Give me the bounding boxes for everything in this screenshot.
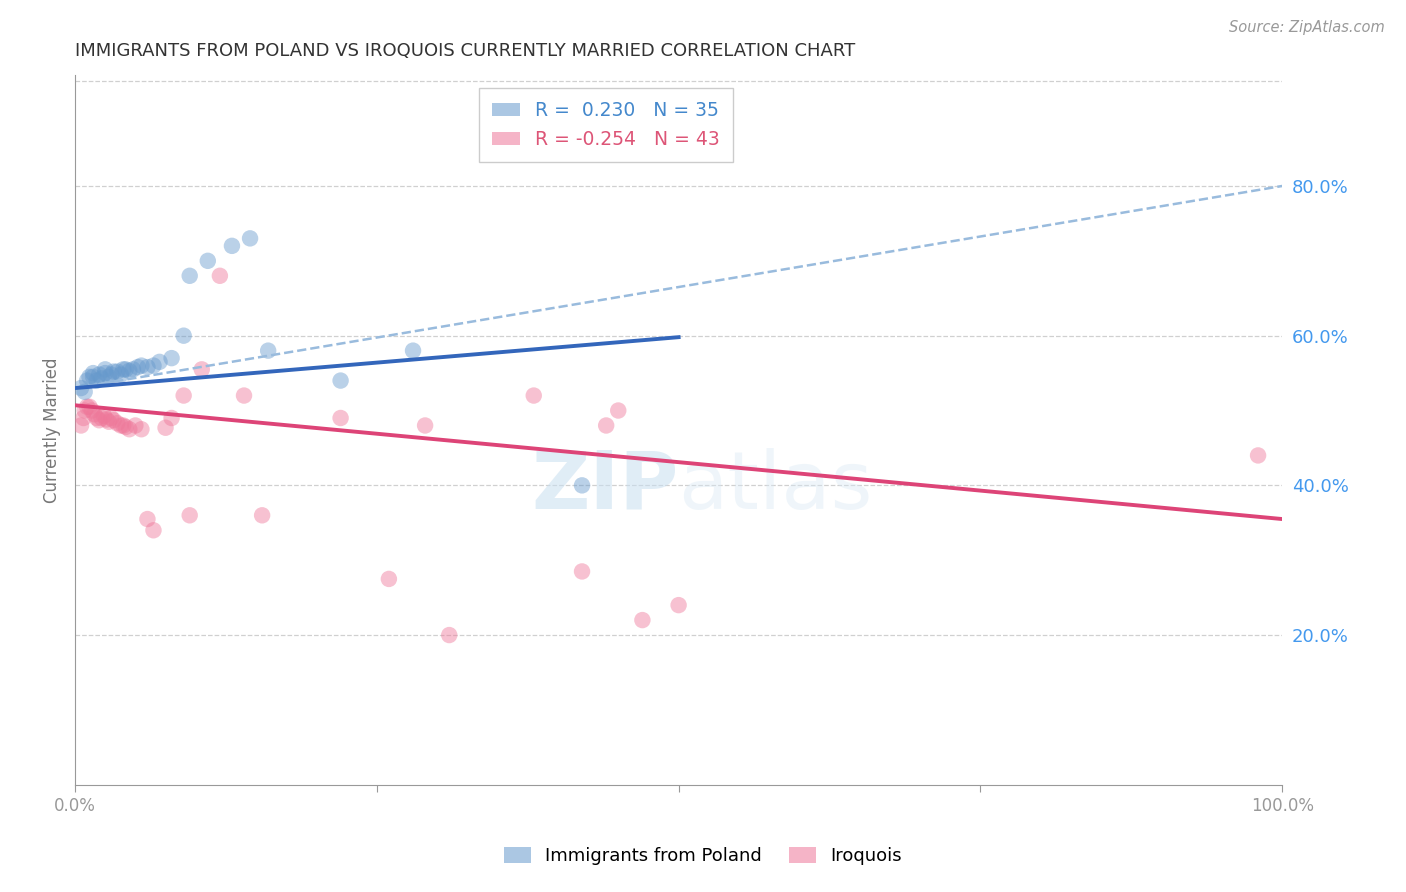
Point [122,362,145,376]
Point [631,613,654,627]
Point [191,362,214,376]
Point [142,359,165,373]
Legend: R =  0.230   N = 35, R = -0.254   N = 43: R = 0.230 N = 35, R = -0.254 N = 43 [479,88,734,161]
Point [76,374,98,388]
Point [179,508,201,523]
Point [82,366,104,380]
Point [70,418,93,433]
Point [83,407,105,421]
Point [197,253,219,268]
Point [110,368,132,382]
Point [86,411,108,425]
Point [208,268,231,283]
Point [89,368,111,382]
Point [179,268,201,283]
Point [97,415,120,429]
Point [173,388,195,402]
Text: atlas: atlas [679,448,873,525]
Point [76,400,98,414]
Point [329,374,352,388]
Point [329,411,352,425]
Point [257,343,280,358]
Point [173,328,195,343]
Point [233,388,256,402]
Point [73,384,96,399]
Point [100,368,122,382]
Point [114,420,136,434]
Point [90,411,112,425]
Point [607,403,630,417]
Point [124,418,146,433]
Point [136,360,159,375]
Point [378,572,401,586]
Point [239,231,262,245]
Point [80,403,103,417]
Point [90,371,112,385]
Text: ZIP: ZIP [531,448,679,525]
Point [571,478,593,492]
Point [89,413,111,427]
Y-axis label: Currently Married: Currently Married [44,357,60,503]
Point [250,508,273,523]
Point [160,351,183,365]
Text: Source: ZipAtlas.com: Source: ZipAtlas.com [1229,20,1385,35]
Point [571,565,593,579]
Point [595,418,617,433]
Point [523,388,546,402]
Point [79,369,101,384]
Point [413,418,436,433]
Point [221,239,243,253]
Point [72,411,94,425]
Point [86,374,108,388]
Point [142,523,165,537]
Point [73,403,96,417]
Point [70,381,93,395]
Point [402,343,425,358]
Point [103,413,125,427]
Point [1247,449,1270,463]
Point [82,369,104,384]
Point [100,411,122,425]
Text: IMMIGRANTS FROM POLAND VS IROQUOIS CURRENTLY MARRIED CORRELATION CHART: IMMIGRANTS FROM POLAND VS IROQUOIS CURRE… [75,42,855,60]
Point [105,416,128,430]
Point [105,365,128,379]
Point [439,628,461,642]
Point [112,418,135,433]
Point [110,418,132,433]
Point [127,360,149,375]
Point [94,366,117,380]
Point [148,355,170,369]
Point [79,400,101,414]
Point [114,362,136,376]
Point [112,362,135,376]
Point [94,362,117,376]
Point [93,409,115,423]
Point [118,364,141,378]
Point [131,422,153,436]
Point [118,422,141,436]
Legend: Immigrants from Poland, Iroquois: Immigrants from Poland, Iroquois [496,839,910,872]
Point [131,359,153,373]
Point [97,369,120,384]
Point [136,512,159,526]
Point [103,365,125,379]
Point [155,421,177,435]
Point [160,411,183,425]
Point [668,598,690,612]
Point [96,412,118,426]
